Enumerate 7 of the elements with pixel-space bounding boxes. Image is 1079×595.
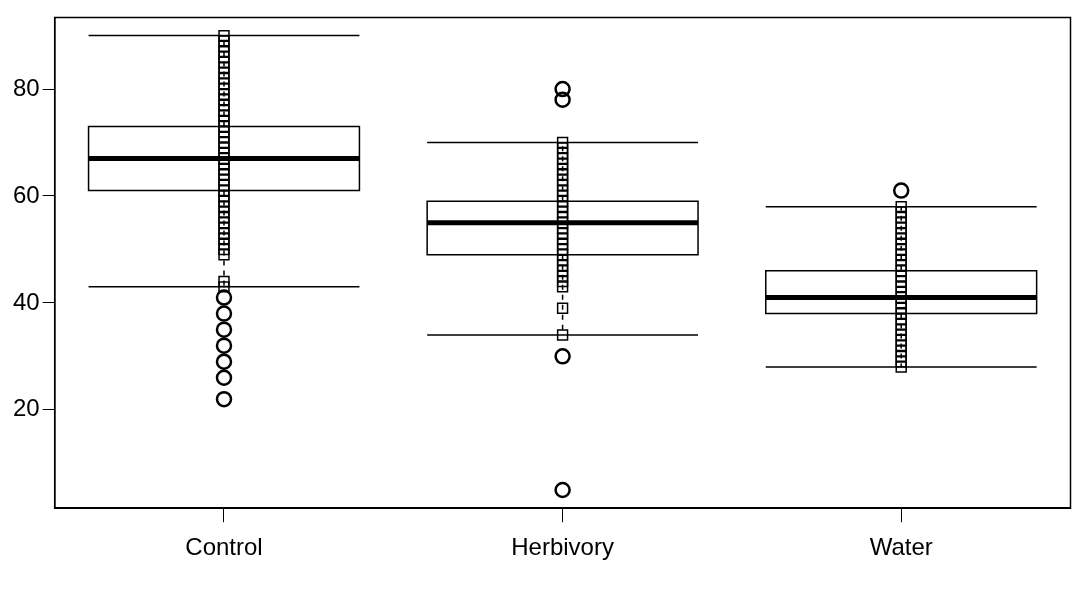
y-tick-label: 80 bbox=[12, 73, 40, 101]
y-tick-label: 20 bbox=[12, 394, 40, 422]
y-tick-label: 60 bbox=[12, 180, 40, 208]
x-tick-label: Water bbox=[869, 533, 933, 561]
x-tick-label: Control bbox=[185, 533, 263, 561]
y-tick-label: 40 bbox=[12, 287, 40, 315]
x-tick-label: Herbivory bbox=[511, 533, 614, 561]
